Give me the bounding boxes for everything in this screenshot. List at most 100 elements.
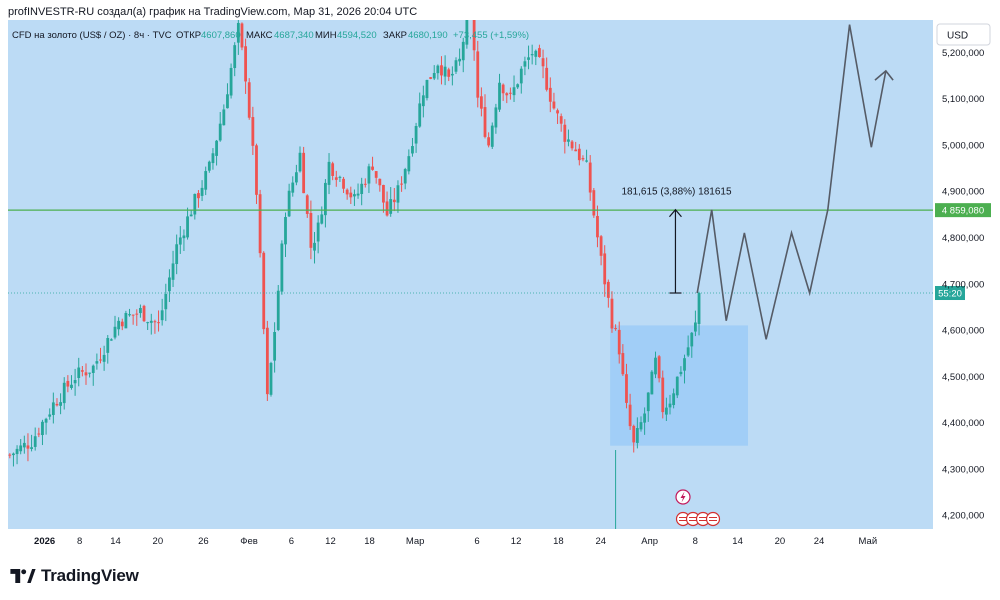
candle-body bbox=[686, 347, 690, 356]
legend-open-label: ОТКР bbox=[176, 30, 201, 41]
candle-body bbox=[84, 372, 88, 376]
candle-body bbox=[88, 372, 92, 374]
candle-body bbox=[269, 362, 273, 395]
candle-body bbox=[411, 146, 414, 154]
candle-body bbox=[512, 87, 516, 96]
candle-body bbox=[367, 166, 371, 184]
candle-body bbox=[211, 153, 215, 164]
level-price-tag bbox=[935, 203, 991, 218]
candle-body bbox=[588, 162, 592, 193]
candle-body bbox=[509, 92, 512, 94]
candle-body bbox=[523, 61, 527, 67]
price-chart[interactable]: 4 859,080 55:20 181,615 (3,88%) 181615 5,… bbox=[8, 0, 993, 552]
candle-body bbox=[519, 68, 523, 84]
candle-body bbox=[171, 263, 175, 280]
candle-body bbox=[265, 327, 269, 395]
x-tick-label: 14 bbox=[732, 536, 743, 547]
candle-body bbox=[450, 73, 454, 76]
candle-body bbox=[186, 216, 189, 238]
candle-body bbox=[146, 322, 150, 324]
candle-body bbox=[218, 123, 222, 141]
candle-body bbox=[113, 326, 117, 338]
candle-body bbox=[617, 329, 621, 355]
candle-body bbox=[516, 84, 520, 88]
candle-body bbox=[175, 244, 179, 265]
candle-body bbox=[690, 332, 694, 347]
measure-arrowhead bbox=[668, 208, 682, 218]
candle-body bbox=[131, 314, 135, 316]
currency-button[interactable]: USD bbox=[936, 23, 991, 46]
candle-body bbox=[313, 242, 316, 251]
projection-arrowhead bbox=[874, 69, 894, 81]
candle-body bbox=[44, 418, 48, 423]
y-tick-label: 4,900,000 bbox=[942, 187, 984, 198]
candle-body bbox=[382, 184, 385, 203]
legend-high-label: МАКС bbox=[246, 30, 273, 41]
current-price-label: 55:20 bbox=[938, 289, 962, 300]
candle-body bbox=[305, 195, 309, 214]
tradingview-logo-icon bbox=[10, 569, 36, 583]
candle-body bbox=[563, 124, 567, 142]
candle-body bbox=[389, 199, 393, 214]
candle-body bbox=[99, 359, 102, 361]
candle-body bbox=[30, 447, 33, 449]
candle-body bbox=[233, 45, 237, 69]
candle-body bbox=[447, 69, 451, 77]
candle-body bbox=[95, 361, 99, 364]
candle-body bbox=[556, 110, 559, 114]
candle-body bbox=[505, 93, 509, 96]
y-tick-label: 5,200,000 bbox=[942, 48, 984, 59]
candle-body bbox=[117, 320, 121, 330]
candle-body bbox=[229, 67, 233, 96]
candle-body bbox=[625, 374, 628, 403]
candle-body bbox=[51, 402, 55, 416]
candle-body bbox=[262, 252, 266, 330]
chart-area[interactable]: 4 859,080 55:20 181,615 (3,88%) 181615 5,… bbox=[8, 0, 993, 552]
candle-body bbox=[592, 190, 596, 216]
candle-body bbox=[149, 320, 153, 323]
candle-body bbox=[650, 371, 654, 395]
candle-body bbox=[487, 137, 491, 146]
projection-path bbox=[696, 24, 887, 340]
legend-change: +73,455 (+1,59%) bbox=[453, 30, 529, 41]
candle-body bbox=[33, 436, 37, 447]
candle-body bbox=[178, 237, 182, 245]
candle-body bbox=[19, 445, 23, 452]
target-zone bbox=[610, 325, 748, 446]
candle-body bbox=[527, 57, 530, 60]
candle-body bbox=[41, 421, 44, 436]
candle-body bbox=[603, 253, 607, 285]
candle-body bbox=[403, 169, 407, 184]
candle-body bbox=[251, 117, 255, 146]
brand-logo: TradingView bbox=[10, 566, 139, 586]
candle-body bbox=[646, 392, 650, 412]
candle-body bbox=[222, 109, 226, 126]
candle-body bbox=[581, 158, 585, 160]
candle-body bbox=[490, 125, 494, 147]
x-tick-label: Мар bbox=[406, 536, 425, 547]
candle-body bbox=[498, 82, 501, 110]
candle-body bbox=[73, 380, 77, 384]
x-tick-label: 6 bbox=[474, 536, 479, 547]
candle-body bbox=[421, 95, 425, 107]
candle-body bbox=[320, 214, 324, 224]
candle-body bbox=[400, 183, 403, 185]
candle-body bbox=[284, 216, 287, 245]
candle-body bbox=[200, 187, 204, 196]
candle-body bbox=[12, 453, 15, 456]
candle-body bbox=[454, 60, 458, 72]
x-tick-label: 12 bbox=[325, 536, 336, 547]
candle-body bbox=[298, 152, 302, 172]
candle-body bbox=[236, 22, 240, 43]
x-tick-label: 12 bbox=[511, 536, 522, 547]
x-tick-label: 2026 bbox=[34, 536, 55, 547]
legend-open-value: 4607,860 bbox=[201, 30, 241, 41]
candle-body bbox=[570, 141, 574, 149]
candle-body bbox=[168, 277, 171, 292]
candle-body bbox=[22, 442, 26, 448]
candle-body bbox=[443, 66, 447, 77]
current-price-tag bbox=[935, 286, 965, 301]
candle-body bbox=[255, 145, 258, 195]
candle-body bbox=[371, 166, 374, 170]
candle-body bbox=[189, 214, 193, 217]
